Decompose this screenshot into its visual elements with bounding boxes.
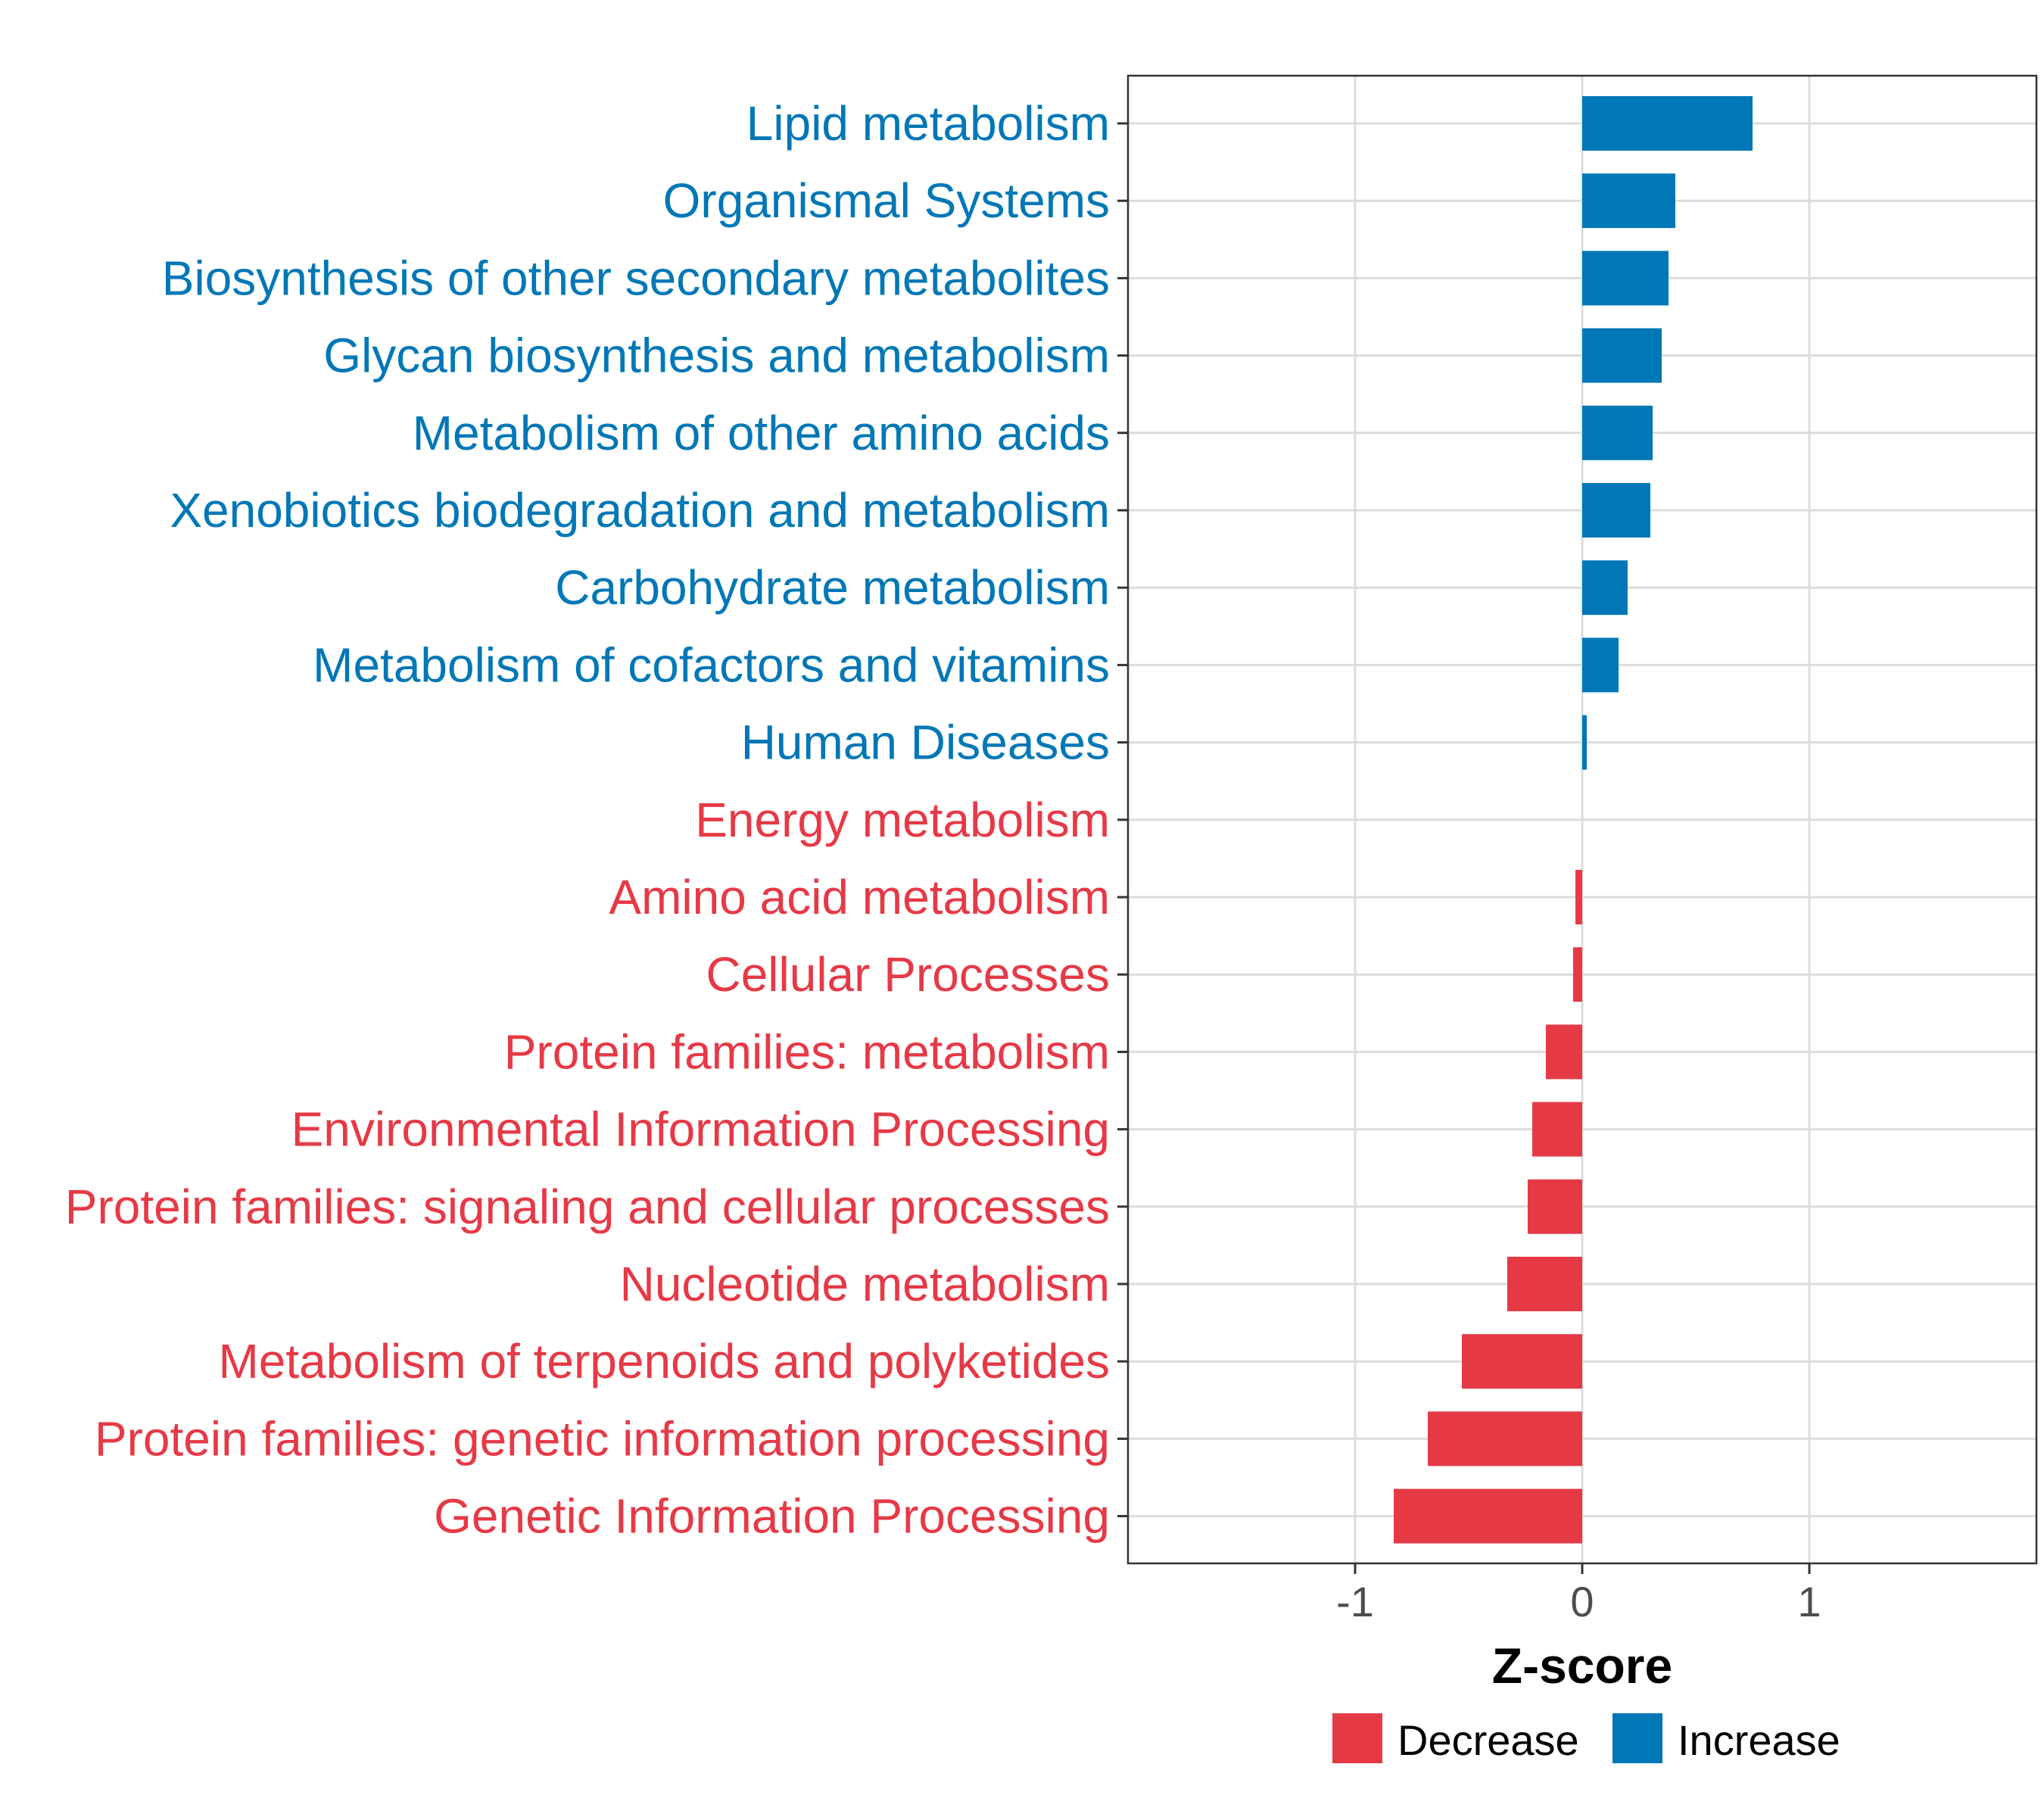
category-label-17: Protein families: genetic information pr… — [95, 1411, 1110, 1466]
x-tick-label-1: 0 — [1570, 1578, 1594, 1625]
legend: Decrease Increase — [1332, 1713, 1840, 1764]
legend-label-increase: Increase — [1678, 1716, 1840, 1764]
category-label-1: Organismal Systems — [663, 173, 1110, 228]
bar-12 — [1546, 1024, 1582, 1080]
x-axis-title: Z-score — [1492, 1638, 1672, 1694]
bar-15 — [1507, 1257, 1582, 1311]
x-axis-ticks — [1354, 1563, 1811, 1574]
y-axis-category-labels: Lipid metabolism Organismal Systems Biosyn… — [65, 96, 1110, 1544]
category-label-10: Amino acid metabolism — [609, 870, 1110, 924]
bar-2 — [1582, 251, 1669, 306]
bar-17 — [1428, 1411, 1582, 1466]
category-label-3: Glycan biosynthesis and metabolism — [323, 329, 1110, 383]
category-label-5: Xenobiotics biodegradation and metabolis… — [170, 483, 1110, 538]
category-label-4: Metabolism of other amino acids — [413, 406, 1110, 460]
category-label-12: Protein families: metabolism — [504, 1024, 1110, 1079]
legend-swatch-decrease — [1332, 1713, 1382, 1763]
category-label-9: Energy metabolism — [695, 793, 1110, 847]
category-label-7: Metabolism of cofactors and vitamins — [313, 637, 1110, 692]
x-tick-label-2: 1 — [1797, 1578, 1821, 1625]
bar-14 — [1528, 1179, 1582, 1234]
bar-3 — [1582, 328, 1662, 383]
category-label-13: Environmental Information Processing — [291, 1102, 1110, 1157]
bar-10 — [1575, 870, 1582, 924]
category-label-6: Carbohydrate metabolism — [555, 560, 1110, 615]
category-label-16: Metabolism of terpenoids and polyketides — [218, 1334, 1110, 1388]
bar-13 — [1532, 1102, 1582, 1157]
bars — [1394, 96, 1753, 1544]
bar-18 — [1394, 1488, 1582, 1544]
category-label-18: Genetic Information Processing — [434, 1489, 1110, 1544]
bar-11 — [1573, 947, 1582, 1002]
bar-1 — [1582, 173, 1675, 229]
y-axis-ticks — [1117, 122, 1128, 1518]
category-label-11: Cellular Processes — [706, 947, 1110, 1002]
category-label-14: Protein families: signaling and cellular… — [65, 1180, 1110, 1234]
category-label-2: Biosynthesis of other secondary metaboli… — [162, 251, 1110, 305]
bar-5 — [1582, 483, 1650, 538]
x-tick-label-0: -1 — [1336, 1578, 1374, 1625]
bar-7 — [1582, 637, 1619, 693]
bar-4 — [1582, 405, 1653, 460]
bar-6 — [1582, 560, 1628, 616]
x-axis-tick-labels: -1 0 1 — [1336, 1578, 1821, 1625]
category-label-8: Human Diseases — [741, 715, 1110, 770]
legend-label-decrease: Decrease — [1397, 1716, 1579, 1764]
bar-16 — [1462, 1334, 1582, 1389]
bar-0 — [1582, 96, 1753, 151]
legend-swatch-increase — [1612, 1713, 1662, 1763]
category-label-0: Lipid metabolism — [746, 96, 1110, 151]
category-label-15: Nucleotide metabolism — [620, 1257, 1110, 1311]
bar-8 — [1582, 715, 1587, 770]
